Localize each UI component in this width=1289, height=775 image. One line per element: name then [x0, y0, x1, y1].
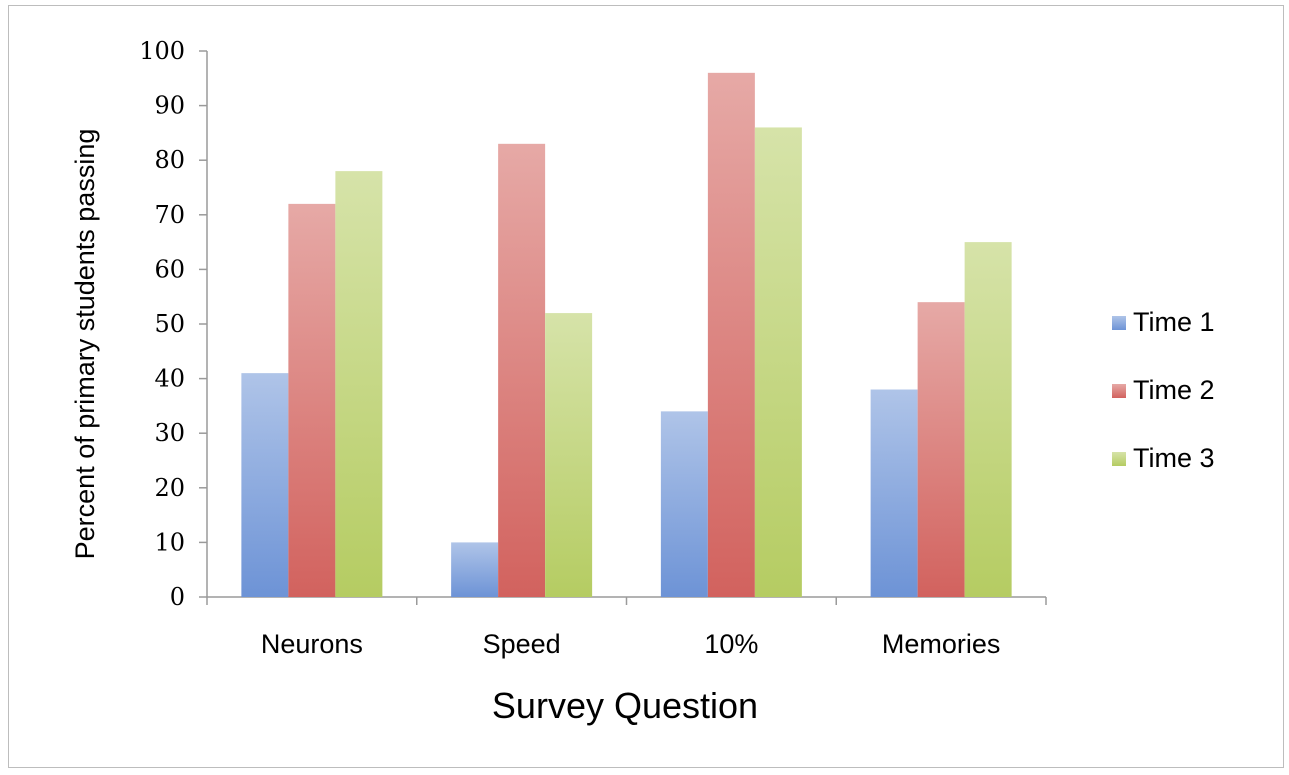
x-tick-label: Neurons [261, 629, 363, 659]
bars [241, 72, 1012, 598]
bar-time-3-neurons [335, 171, 383, 597]
legend-label-2: Time 2 [1133, 375, 1215, 405]
chart-frame [8, 5, 1284, 768]
bar-time-1-memories [870, 389, 918, 597]
x-ticks: Neurons Speed 10% Memories [206, 597, 1047, 659]
legend-swatch-3 [1112, 452, 1126, 466]
y-tick-label: 100 [139, 37, 185, 65]
y-tick-label: 70 [154, 201, 185, 229]
bar-time-1-10 [660, 411, 708, 597]
x-tick-label: Memories [882, 629, 1001, 659]
y-tick-label: 50 [154, 310, 185, 338]
bar-time-2-memories [917, 302, 965, 597]
y-tick-label: 60 [154, 255, 185, 283]
x-tick-label: Speed [483, 629, 561, 659]
y-tick-label: 0 [170, 583, 185, 611]
bar-time-2-speed [498, 143, 546, 597]
legend: Time 1 Time 2 Time 3 [1112, 307, 1215, 473]
x-axis-title: Survey Question [492, 685, 758, 726]
y-tick-label: 40 [154, 365, 185, 393]
legend-label-3: Time 3 [1133, 443, 1215, 473]
y-tick-label: 90 [154, 92, 185, 120]
y-ticks: 0 10 20 30 40 50 60 70 80 90 100 [139, 37, 207, 611]
x-tick-label: 10% [704, 629, 758, 659]
y-axis-title: Percent of primary students passing [70, 129, 100, 560]
bar-time-2-neurons [288, 203, 336, 597]
y-tick-label: 20 [154, 474, 185, 502]
legend-swatch-2 [1112, 384, 1126, 398]
legend-label-1: Time 1 [1133, 307, 1215, 337]
legend-swatch-1 [1112, 316, 1126, 330]
bar-time-3-memories [964, 242, 1012, 597]
y-tick-label: 10 [154, 528, 185, 556]
y-tick-label: 30 [154, 419, 185, 447]
y-tick-label: 80 [154, 146, 185, 174]
bar-time-1-speed [451, 542, 499, 597]
bar-time-1-neurons [241, 373, 289, 597]
bar-time-3-10 [754, 127, 802, 597]
bar-time-3-speed [545, 313, 593, 597]
bar-time-2-10 [707, 72, 755, 598]
